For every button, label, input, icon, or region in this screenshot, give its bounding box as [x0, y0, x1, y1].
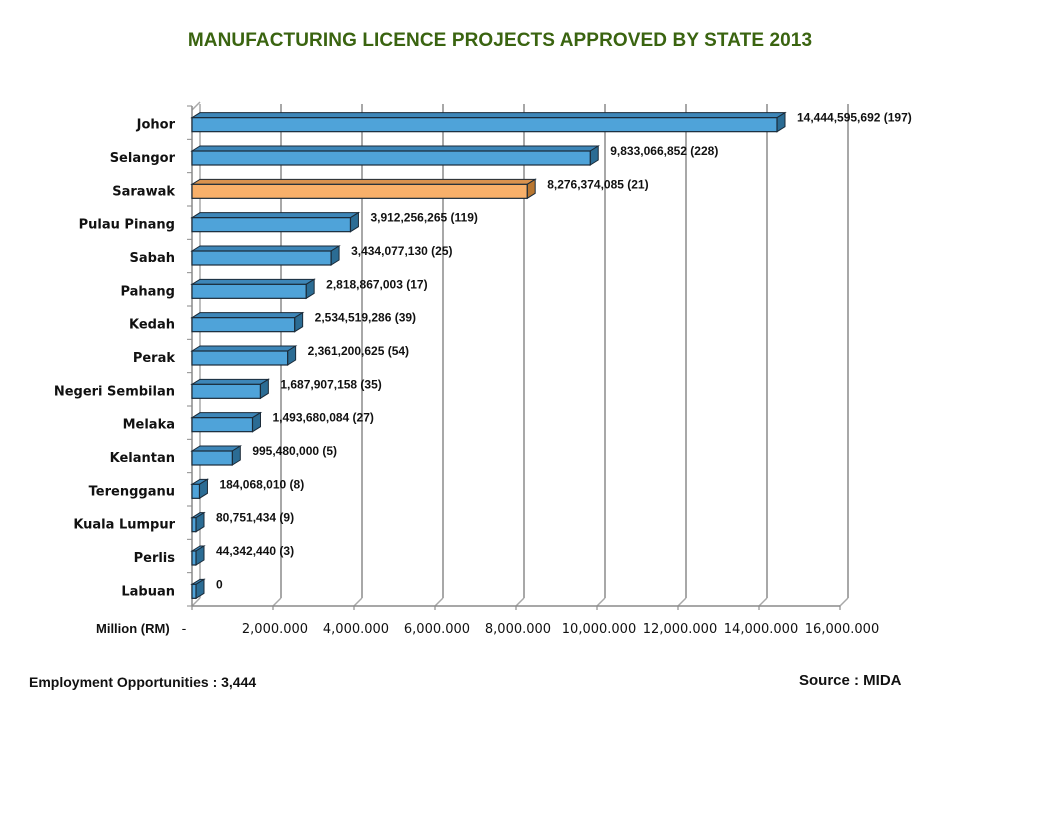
- x-tick-label: 16,000.000: [805, 622, 879, 637]
- data-label: 184,068,010 (8): [219, 477, 304, 491]
- bar-front-face: [191, 450, 233, 466]
- category-label: Pulau Pinang: [79, 218, 175, 233]
- data-label: 80,751,434 (9): [216, 511, 294, 525]
- data-label: 1,687,907,158 (35): [280, 377, 381, 391]
- floor-tick: [434, 597, 444, 607]
- bar-labuan: [190, 578, 206, 600]
- data-label: 0: [216, 577, 223, 591]
- data-label: 2,534,519,286 (39): [315, 311, 416, 325]
- bar-top-face: [190, 212, 361, 219]
- bar-pahang: [190, 278, 316, 300]
- category-label: Kelantan: [110, 451, 175, 466]
- bar-front-face: [191, 583, 197, 599]
- employment-opportunities: Employment Opportunities : 3,444: [29, 674, 257, 690]
- bar-perak: [190, 345, 298, 366]
- bar-top-face: [190, 112, 787, 119]
- floor-tick: [191, 597, 201, 607]
- floor-tick: [515, 597, 525, 607]
- category-label: Kedah: [129, 318, 175, 333]
- category-label: Perlis: [134, 551, 176, 566]
- data-label: 2,818,867,003 (17): [326, 277, 427, 291]
- x-tick-label: -: [182, 622, 187, 637]
- bar-front-face: [191, 317, 296, 333]
- bar-front-face: [191, 117, 778, 133]
- chart-title: MANUFACTURING LICENCE PROJECTS APPROVED …: [187, 30, 813, 51]
- floor-tick: [758, 597, 768, 607]
- bar-chart: Johor Selangor Sarawak Pulau Pinang Sabah Pah…: [54, 101, 912, 637]
- data-label: 3,434,077,130 (25): [351, 244, 452, 258]
- data-label: 8,276,374,085 (21): [547, 177, 648, 191]
- bar-top-face: [190, 378, 271, 385]
- bar-top-face: [190, 145, 600, 152]
- x-tick-label: 8,000.000: [485, 622, 551, 637]
- bar-johor: [190, 111, 787, 133]
- data-label: 2,361,200,625 (54): [308, 344, 409, 358]
- bar-top-face: [190, 345, 298, 352]
- category-label: Melaka: [123, 418, 175, 433]
- floor-tick: [839, 597, 849, 607]
- bar-front-face: [191, 483, 201, 499]
- category-label: Negeri Sembilan: [54, 384, 175, 399]
- data-label: 1,493,680,084 (27): [272, 411, 373, 425]
- bar-negeri-sembilan: [190, 378, 271, 400]
- bar-perlis: [190, 545, 206, 566]
- bar-top-face: [190, 245, 341, 252]
- x-axis-unit-label: Million (RM): [96, 621, 170, 636]
- category-label: Labuan: [121, 584, 175, 599]
- data-label: 3,912,256,265 (119): [370, 211, 477, 225]
- bar-front-face: [191, 250, 332, 266]
- bar-melaka: [190, 411, 263, 433]
- data-label: 995,480,000 (5): [252, 444, 337, 458]
- bar-selangor: [190, 145, 600, 166]
- bar-sabah: [190, 245, 341, 266]
- bar-front-face: [191, 283, 307, 299]
- x-tick-label: 12,000.000: [643, 622, 717, 637]
- bar-terengganu: [190, 478, 210, 500]
- bar-top-face: [190, 412, 263, 419]
- bar-front-face: [191, 217, 352, 233]
- category-label: Terengganu: [89, 484, 175, 499]
- bar-kelantan: [190, 445, 243, 466]
- category-label: Sabah: [130, 251, 175, 266]
- floor-tick: [677, 597, 687, 607]
- category-label: Perak: [133, 351, 176, 366]
- category-label: Johor: [136, 118, 176, 133]
- bar-top-face: [190, 312, 305, 319]
- bar-top-face: [190, 278, 316, 285]
- category-label: Pahang: [120, 284, 175, 299]
- bar-kedah: [190, 311, 305, 333]
- bar-pulau-pinang: [190, 211, 361, 233]
- floor-tick: [272, 597, 282, 607]
- bar-kuala-lumpur: [190, 511, 206, 533]
- category-label: Kuala Lumpur: [73, 518, 175, 533]
- category-label: Sarawak: [112, 184, 175, 199]
- x-tick-labels: - 2,000.000 4,000.000 6,000.000 8,000.000 10,…: [182, 622, 880, 637]
- bar-sarawak: [190, 178, 537, 200]
- bar-front-face: [191, 550, 197, 566]
- x-tick-label: 10,000.000: [562, 622, 636, 637]
- bar-top-face: [190, 178, 537, 185]
- x-tick-label: 14,000.000: [724, 622, 798, 637]
- source-note: Source : MIDA: [799, 672, 902, 689]
- data-labels: 14,444,595,692 (197) 9,833,066,852 (228) 8…: [216, 111, 912, 592]
- data-label: 9,833,066,852 (228): [610, 144, 718, 158]
- bar-front-face: [191, 417, 254, 433]
- x-tick-label: 6,000.000: [404, 622, 470, 637]
- floor-tick: [596, 597, 606, 607]
- bar-front-face: [191, 517, 197, 533]
- bar-front-face: [191, 183, 528, 199]
- x-tick-label: 4,000.000: [323, 622, 389, 637]
- x-tick-label: 2,000.000: [242, 622, 308, 637]
- wall-corner: [191, 101, 201, 111]
- gridlines: [191, 101, 849, 607]
- data-label: 14,444,595,692 (197): [797, 111, 912, 125]
- floor-tick: [353, 597, 363, 607]
- data-label: 44,342,440 (3): [216, 544, 294, 558]
- category-label: Selangor: [110, 151, 176, 166]
- bar-front-face: [191, 383, 261, 399]
- category-labels: Johor Selangor Sarawak Pulau Pinang Sabah Pah…: [54, 118, 176, 600]
- bar-front-face: [191, 150, 591, 166]
- bar-front-face: [191, 350, 289, 366]
- bars: [190, 111, 787, 600]
